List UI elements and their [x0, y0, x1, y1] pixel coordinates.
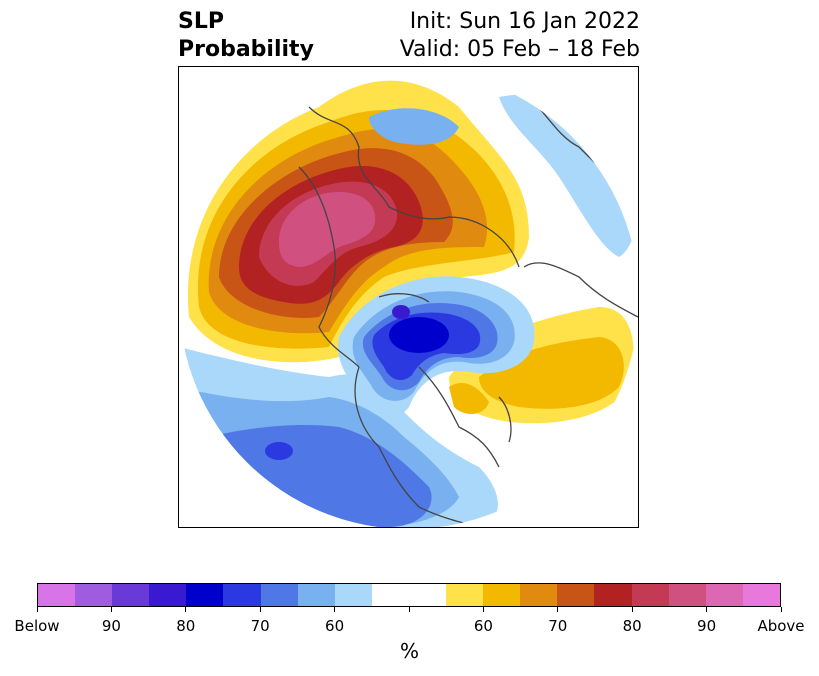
tick-label: 70	[250, 617, 270, 635]
init-date: Init: Sun 16 Jan 2022	[409, 9, 640, 34]
atlantic-above-65-region	[479, 337, 624, 409]
probability-map	[178, 66, 639, 528]
colorbar-segment	[371, 584, 409, 606]
below-75-spot	[265, 442, 293, 460]
arctic-below-80-core	[389, 317, 449, 353]
tick-mark	[334, 607, 336, 612]
colorbar-segment	[260, 584, 298, 606]
colorbar-segment	[557, 584, 595, 606]
tick-mark	[259, 607, 261, 612]
colorbar-segment	[223, 584, 261, 606]
colorbar-segment	[520, 584, 558, 606]
tick-label: 60	[325, 617, 345, 635]
map-svg	[179, 69, 638, 527]
colorbar-segment	[112, 584, 150, 606]
colorbar-segment	[297, 584, 335, 606]
title-variable: SLP	[178, 9, 224, 34]
tick-mark	[36, 607, 38, 612]
tick-label: Above	[757, 617, 805, 635]
colorbar-segment	[705, 584, 743, 606]
colorbar-segment	[668, 584, 706, 606]
siberia-below-region	[369, 108, 459, 145]
tick-label: 80	[176, 617, 196, 635]
colorbar-segment	[483, 584, 521, 606]
colorbar-ticks: Below 90 80 70 60 60 70 80 90 Above	[0, 607, 819, 637]
tick-mark	[780, 607, 782, 612]
tick-label: 60	[473, 617, 493, 635]
colorbar-segment	[334, 584, 372, 606]
colorbar-segment	[75, 584, 113, 606]
colorbar-segment	[594, 584, 632, 606]
tick-mark	[408, 607, 410, 612]
tick-mark	[557, 607, 559, 612]
tick-label: 80	[622, 617, 642, 635]
chart-dates: Init: Sun 16 Jan 2022 Valid: 05 Feb – 18…	[400, 8, 640, 64]
colorbar	[37, 583, 781, 607]
title-type: Probability	[178, 37, 314, 62]
colorbar-segment	[631, 584, 669, 606]
colorbar-segment	[742, 584, 780, 606]
tick-label: Below	[14, 617, 60, 635]
tick-label: 70	[548, 617, 568, 635]
tick-mark	[185, 607, 187, 612]
colorbar-segment	[446, 584, 484, 606]
colorbar-segment	[38, 584, 76, 606]
tick-mark	[482, 607, 484, 612]
above-90-region	[279, 192, 376, 267]
valid-range: Valid: 05 Feb – 18 Feb	[399, 37, 640, 62]
greenland-above-region	[449, 382, 489, 414]
arctic-below-85-core	[392, 305, 410, 319]
coastlines	[298, 96, 638, 527]
tick-mark	[631, 607, 633, 612]
tick-mark	[706, 607, 708, 612]
colorbar-segment	[149, 584, 187, 606]
colorbar-segment	[408, 584, 447, 606]
colorbar-unit: %	[399, 639, 419, 663]
colorbar-segment	[186, 584, 224, 606]
tick-label: 90	[101, 617, 121, 635]
tick-label: 90	[697, 617, 717, 635]
tick-mark	[110, 607, 112, 612]
chart-title: SLP Probability	[178, 8, 314, 64]
